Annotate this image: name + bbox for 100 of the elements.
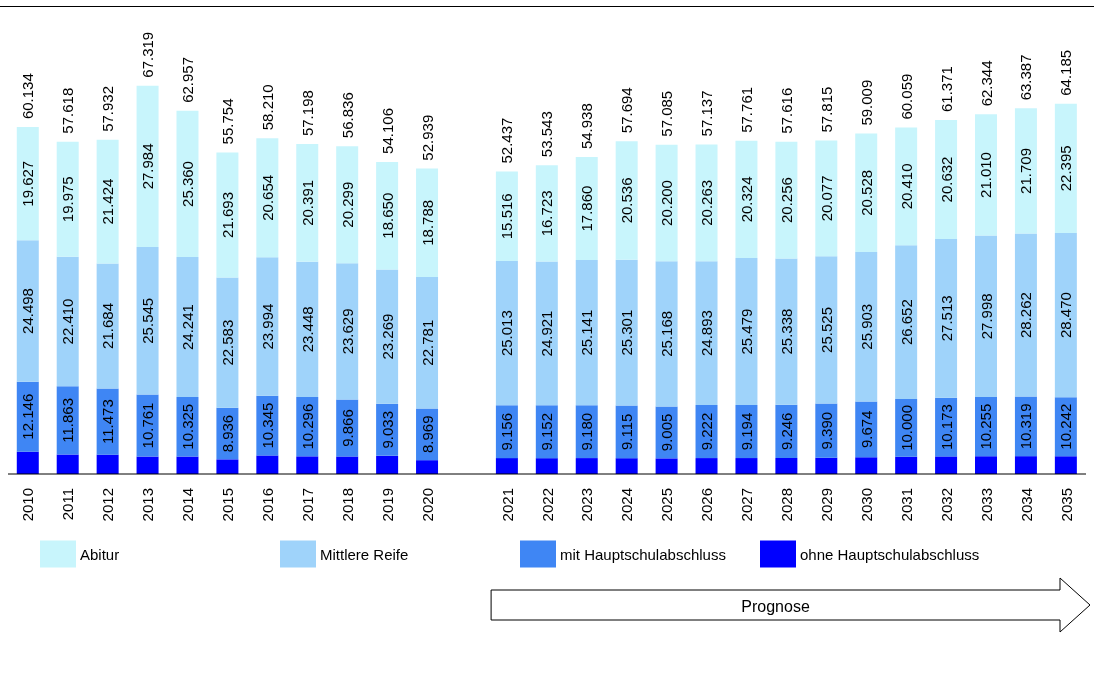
- total-label: 60.134: [19, 73, 37, 120]
- x-tick-label: 2029: [817, 488, 835, 522]
- total-label: 57.761: [737, 86, 755, 133]
- data-label: 25.301: [618, 309, 636, 356]
- bar: [256, 257, 279, 396]
- data-label: 20.077: [817, 175, 835, 222]
- data-label: 23.994: [258, 303, 276, 350]
- bar: [176, 456, 199, 474]
- x-tick-label: 2021: [498, 488, 516, 522]
- data-label: 11.473: [99, 399, 117, 444]
- x-tick-label: 2022: [538, 488, 556, 522]
- data-label: 9.156: [498, 412, 516, 451]
- data-label: 10.296: [298, 403, 316, 450]
- bar: [216, 152, 239, 278]
- data-label: 27.998: [977, 293, 995, 340]
- data-label: 25.525: [817, 306, 835, 353]
- data-label: 22.395: [1057, 145, 1075, 192]
- data-label: 28.262: [1017, 292, 1035, 339]
- bar: [655, 261, 678, 407]
- x-tick-label: 2028: [778, 488, 796, 522]
- bar: [1014, 233, 1037, 397]
- bar: [296, 144, 319, 262]
- data-label: 19.975: [59, 176, 77, 223]
- bar: [1054, 232, 1077, 398]
- x-tick-label: 2025: [658, 488, 676, 522]
- data-label: 26.652: [897, 299, 915, 346]
- total-label: 62.957: [178, 56, 196, 103]
- bar: [336, 263, 359, 400]
- bar: [815, 140, 838, 257]
- data-label: 9.115: [618, 413, 636, 451]
- data-label: 9.246: [777, 412, 795, 451]
- data-label: 9.674: [857, 410, 875, 449]
- bar: [815, 256, 838, 404]
- bar: [975, 235, 998, 398]
- data-label: 18.650: [378, 192, 396, 239]
- x-tick-label: 2011: [59, 488, 77, 521]
- bar: [296, 456, 319, 474]
- data-label: 12.146: [19, 393, 37, 440]
- bar: [575, 260, 598, 406]
- data-label: 10.173: [937, 404, 955, 450]
- data-label: 24.893: [698, 310, 716, 357]
- total-label: 53.543: [538, 111, 556, 158]
- bar: [855, 252, 878, 402]
- data-label: 25.479: [737, 308, 755, 355]
- total-label: 57.932: [99, 85, 117, 132]
- x-tick-label: 2015: [219, 488, 237, 522]
- data-label: 10.255: [977, 403, 995, 450]
- total-label: 58.210: [258, 84, 276, 131]
- data-label: 21.693: [218, 192, 236, 238]
- data-label: 19.627: [19, 160, 37, 207]
- bar: [176, 110, 199, 258]
- data-label: 22.583: [218, 319, 236, 366]
- data-label: 20.536: [618, 177, 636, 224]
- bar: [975, 114, 998, 236]
- bar: [615, 458, 638, 474]
- bar: [895, 245, 918, 400]
- x-tick-label: 2031: [897, 488, 915, 522]
- data-label: 27.513: [937, 295, 955, 342]
- bar: [16, 240, 39, 382]
- total-label: 54.938: [578, 103, 596, 150]
- x-tick-label: 2026: [698, 488, 716, 522]
- x-tick-label: 2012: [99, 488, 117, 522]
- legend-label: ohne Hauptschulabschluss: [800, 545, 981, 563]
- bar: [416, 277, 439, 409]
- data-label: 15.516: [498, 193, 516, 240]
- text: Prognose: [741, 597, 810, 615]
- bar: [56, 256, 79, 387]
- bar: [256, 138, 279, 258]
- x-tick-label: 2018: [338, 488, 356, 522]
- bar: [296, 261, 319, 397]
- data-label: 16.723: [538, 190, 556, 237]
- x-tick-label: 2034: [1017, 488, 1035, 522]
- x-tick-label: 2014: [179, 488, 197, 522]
- total-label: 60.059: [897, 73, 915, 120]
- bar: [775, 457, 798, 474]
- data-label: 10.242: [1057, 403, 1075, 450]
- bar: [495, 458, 518, 474]
- x-tick-label: 2035: [1057, 488, 1075, 522]
- bar: [775, 258, 798, 405]
- data-label: 23.629: [338, 308, 356, 355]
- bar: [1014, 108, 1037, 234]
- data-label: 25.338: [777, 308, 795, 355]
- x-tick-label: 2019: [378, 488, 396, 522]
- x-tick-label: 2033: [977, 488, 995, 522]
- bar: [376, 269, 399, 404]
- data-label: 25.168: [658, 310, 676, 357]
- bar: [336, 456, 359, 474]
- data-label: 10.761: [139, 402, 157, 449]
- bar: [1014, 456, 1037, 474]
- bar: [1054, 103, 1077, 233]
- data-label: 25.360: [178, 161, 196, 207]
- data-label: 25.013: [498, 310, 516, 357]
- data-label: 27.984: [139, 143, 157, 190]
- total-label: 57.085: [658, 90, 676, 137]
- data-label: 9.194: [737, 412, 755, 451]
- total-label: 57.137: [698, 90, 716, 137]
- data-label: 10.325: [178, 403, 196, 450]
- x-tick-label: 2032: [937, 488, 955, 522]
- bar: [935, 119, 958, 239]
- bar: [16, 451, 39, 474]
